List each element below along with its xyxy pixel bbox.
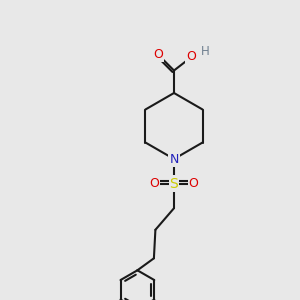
Text: O: O [154,48,163,62]
Text: O: O [150,177,159,190]
Text: O: O [189,177,198,190]
Text: H: H [200,45,209,58]
Text: O: O [187,50,196,64]
Text: S: S [169,177,178,190]
Text: N: N [169,152,179,166]
